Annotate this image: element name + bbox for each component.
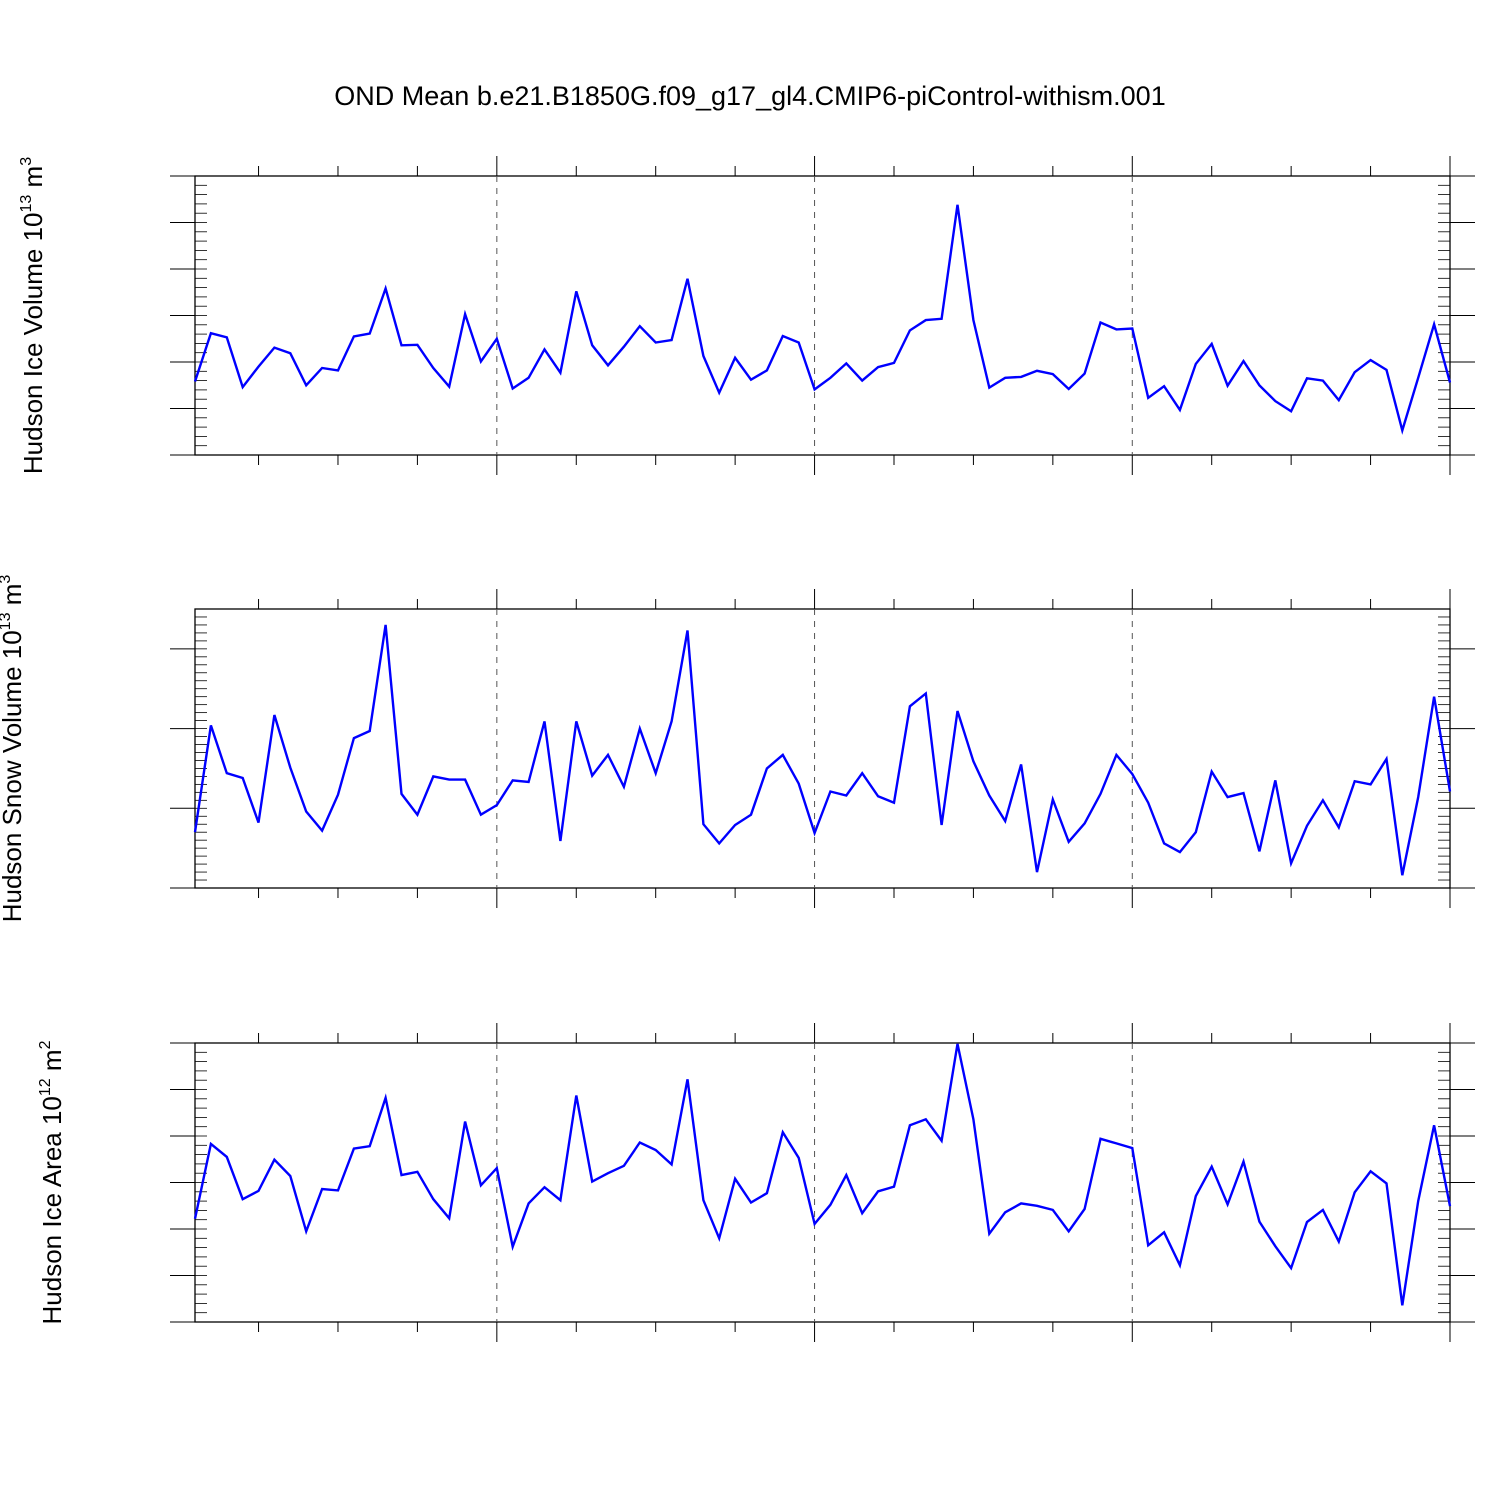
y-axis-title-superscript: 12 xyxy=(37,1078,54,1096)
y-axis-title: Hudson Ice Volume 1013 m3 xyxy=(18,157,48,474)
plot-frame-snow-volume xyxy=(194,608,1451,889)
y-axis-title-part: Hudson Ice Volume 10 xyxy=(18,212,48,474)
y-axis-title-superscript: 13 xyxy=(0,612,14,630)
figure-title: OND Mean b.e21.B1850G.f09_g17_gl4.CMIP6-… xyxy=(334,81,1165,111)
series-line-ice-volume xyxy=(193,204,1452,435)
y-axis-title: Hudson Snow Volume 1013 m3 xyxy=(0,575,27,923)
y-axis-title-superscript: 2 xyxy=(37,1040,54,1049)
y-axis-title-superscript: 3 xyxy=(0,575,14,584)
series-line-snow-volume xyxy=(193,624,1452,876)
panel-ice-volume: Hudson Ice Volume 1013 m3 xyxy=(18,156,1475,475)
y-axis-title-superscript: 3 xyxy=(18,157,35,166)
y-axis-title-part: m xyxy=(0,584,27,613)
y-axis-title-part: Hudson Snow Volume 10 xyxy=(0,630,27,922)
plot-frame-ice-area xyxy=(194,1042,1451,1323)
series-line-ice-area xyxy=(193,1043,1452,1306)
y-axis-title-part: m xyxy=(37,1049,67,1078)
y-axis-title-part: Hudson Ice Area 10 xyxy=(37,1096,67,1324)
y-axis-title: Hudson Ice Area 1012 m2 xyxy=(37,1040,67,1324)
y-axis-title-part: m xyxy=(18,166,48,195)
panel-snow-volume: Hudson Snow Volume 1013 m3 xyxy=(0,575,1475,923)
y-axis-title-superscript: 13 xyxy=(18,195,35,213)
panel-ice-area: Hudson Ice Area 1012 m2 xyxy=(37,1023,1475,1342)
plot-frame-ice-volume xyxy=(194,175,1451,456)
